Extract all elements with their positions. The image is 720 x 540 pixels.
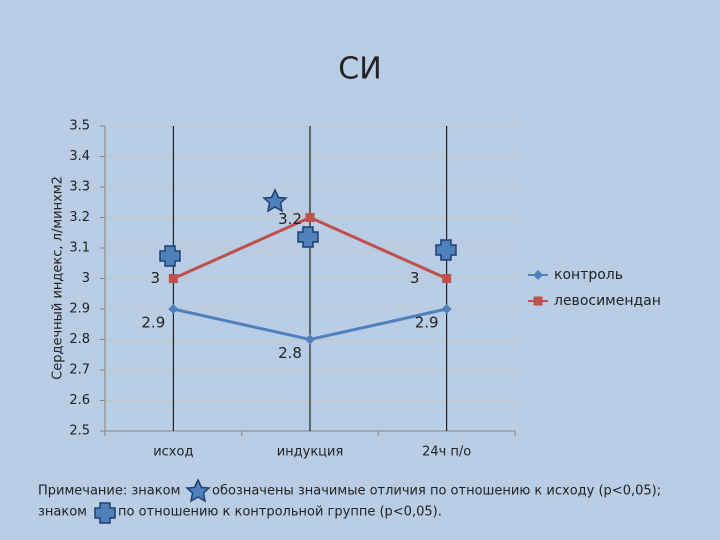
- y-axis-label: Сердечный индекс, л/минхм2: [51, 176, 66, 380]
- data-label: 2.8: [278, 344, 302, 362]
- cross-marker: [94, 502, 116, 524]
- significance-markers: [94, 188, 457, 524]
- y-tick-label: 3.4: [69, 149, 90, 164]
- legend-label: левосимендан: [554, 293, 661, 309]
- point: [305, 213, 315, 222]
- chart-title: СИ: [338, 52, 381, 87]
- x-tick-label: индукция: [277, 445, 344, 460]
- note-text: знаком: [38, 505, 87, 520]
- y-tick-label: 2.6: [69, 393, 90, 408]
- y-tick-label: 2.7: [69, 363, 90, 378]
- y-tick-label: 3.5: [69, 119, 90, 134]
- y-tick-label: 2.5: [69, 424, 90, 439]
- note-text: обозначены значимые отличия по отношению…: [212, 484, 661, 499]
- x-tick-label: 24ч п/о: [422, 445, 471, 460]
- y-tick-label: 3.1: [69, 241, 90, 256]
- y-tick-label: 2.8: [69, 332, 90, 347]
- point: [442, 274, 452, 283]
- data-label: 2.9: [141, 314, 165, 332]
- point: [168, 274, 178, 283]
- x-tick-label: исход: [153, 445, 193, 460]
- cross-marker: [435, 239, 457, 261]
- star-marker: [262, 188, 288, 213]
- point: [441, 304, 452, 314]
- y-tick-label: 3.2: [69, 210, 90, 225]
- point: [533, 296, 543, 306]
- point: [305, 334, 315, 345]
- data-label: 2.9: [415, 314, 439, 332]
- y-tick-label: 2.9: [69, 302, 90, 317]
- data-label: 3: [151, 269, 161, 287]
- note-text: по отношению к контрольной группе (p<0,0…: [118, 505, 442, 520]
- legend-label: контроль: [554, 267, 623, 283]
- cross-marker: [159, 245, 181, 267]
- y-tick-label: 3: [82, 271, 90, 286]
- star-marker: [185, 478, 211, 503]
- y-tick-label: 3.3: [69, 180, 90, 195]
- cross-marker: [297, 226, 319, 248]
- data-label: 3.2: [278, 210, 302, 228]
- data-label: 3: [410, 269, 420, 287]
- note-text: Примечание: знаком: [38, 484, 180, 499]
- point: [168, 304, 179, 314]
- point: [533, 270, 543, 280]
